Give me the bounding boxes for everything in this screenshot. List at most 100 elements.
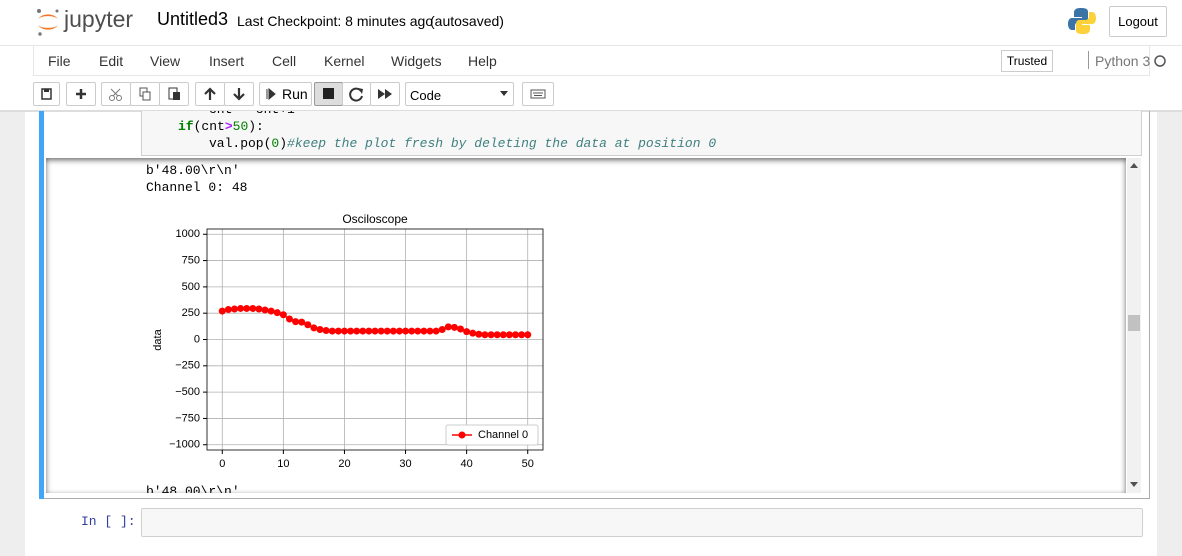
menu-item[interactable]: Insert [209,53,245,69]
move-down-button[interactable] [224,82,254,106]
operator: > [224,119,233,134]
data-point [463,328,471,336]
autosaved: (autosaved) [430,13,504,29]
data-point [218,307,226,315]
code-token: ) [279,136,288,151]
cell-selection-bar [39,111,44,499]
restart-run-button[interactable] [370,82,400,106]
y-axis-label: data [152,328,164,350]
number: 0 [271,136,280,151]
data-point [457,325,465,333]
output-text: b'48.00\r\n' [146,484,240,493]
data-point [444,323,452,331]
chart-title: Osciloscope [342,212,408,226]
data-point [518,331,526,339]
logout-button[interactable]: Logout [1109,6,1167,37]
menu-item[interactable]: Kernel [324,53,365,69]
data-point [383,327,391,335]
y-tick-label: −1000 [169,439,200,451]
keyword: if [178,119,194,134]
x-tick-label: 50 [522,458,534,470]
scrollbar[interactable] [1127,158,1141,493]
data-point [493,331,501,339]
data-point [395,327,403,335]
data-point [512,331,520,339]
run-label: Run [282,86,308,102]
logo-text[interactable]: jupyter [64,6,134,32]
output-text: b'48.00\r\n' [146,163,240,178]
trusted-indicator[interactable]: Trusted [1001,50,1053,72]
data-point [408,327,416,335]
data-point [237,304,245,312]
data-point [432,327,440,335]
data-point [267,307,275,315]
data-point [285,315,293,323]
data-point [365,327,373,335]
header-border [0,45,1182,46]
copy-button[interactable] [130,82,160,106]
code-input[interactable]: cnt = cnt+1 if(cnt>50): val.pop(0)#keep … [141,111,1142,156]
number: 50 [232,119,249,134]
plot-frame [206,228,544,451]
input-prompt: In [ ]: [81,514,136,529]
y-tick-label: 250 [182,307,200,319]
comment: #keep the plot fresh by deleting the dat… [287,136,717,151]
data-point [414,327,422,335]
data-point [298,318,306,326]
paste-button[interactable] [159,82,189,106]
data-point [499,331,507,339]
scrollbar-thumb[interactable] [1128,315,1140,331]
menu-item[interactable]: Edit [99,53,124,69]
data-point [292,318,300,326]
code-line: cnt = cnt+1 [209,111,295,117]
data-point [347,327,355,335]
python-logo [1068,8,1096,34]
y-tick-label: −250 [175,360,200,372]
code-token: ): [248,119,264,134]
code-token: val.pop( [209,136,272,151]
menu-item[interactable]: View [150,53,181,69]
data-point [249,304,257,312]
data-point [243,304,251,312]
kernel-status [1154,55,1166,67]
y-tick-label: 500 [182,281,200,293]
move-up-button[interactable] [195,82,225,106]
y-tick-label: 750 [182,254,200,266]
cut-button[interactable] [101,82,131,106]
y-tick-label: 1000 [176,228,200,240]
data-point [304,321,312,329]
cell-type-select[interactable]: Code [405,82,514,106]
data-point [371,327,379,335]
menu-item[interactable]: File [48,53,71,69]
code-line: val.pop(0)#keep the plot fresh by deleti… [209,136,716,151]
menu-item[interactable]: Cell [272,53,297,69]
run-button[interactable]: Run [259,82,312,106]
x-tick-label: 10 [277,458,289,470]
output-area: b'48.00\r\n' Channel 0: 48 Osciloscope d… [46,158,1126,493]
insert-button[interactable] [66,82,96,106]
checkpoint: Last Checkpoint: 8 minutes ago [237,13,434,29]
empty-code-input[interactable] [141,508,1143,537]
command-palette-button[interactable] [522,82,554,106]
data-point [230,305,238,313]
data-point [334,327,342,335]
data-point [377,327,385,335]
restart-button[interactable] [342,82,371,106]
data-point [524,331,532,339]
data-point [469,329,477,337]
save-button[interactable] [33,82,60,106]
y-tick-label: 0 [194,333,200,345]
menubar [33,46,1150,76]
menu-item[interactable]: Widgets [391,53,442,69]
interrupt-button[interactable] [314,82,343,106]
notebook-name[interactable]: Untitled3 [157,9,229,29]
code-line: if(cnt>50): [178,119,264,134]
data-point [426,327,434,335]
chart: Osciloscope data −1000 −750 −500 −250 0 250 50… [152,212,544,470]
menu-item[interactable]: Help [468,53,497,69]
data-point [505,331,513,339]
legend-box [445,424,539,446]
data-point [322,327,330,335]
separator [1088,51,1089,69]
